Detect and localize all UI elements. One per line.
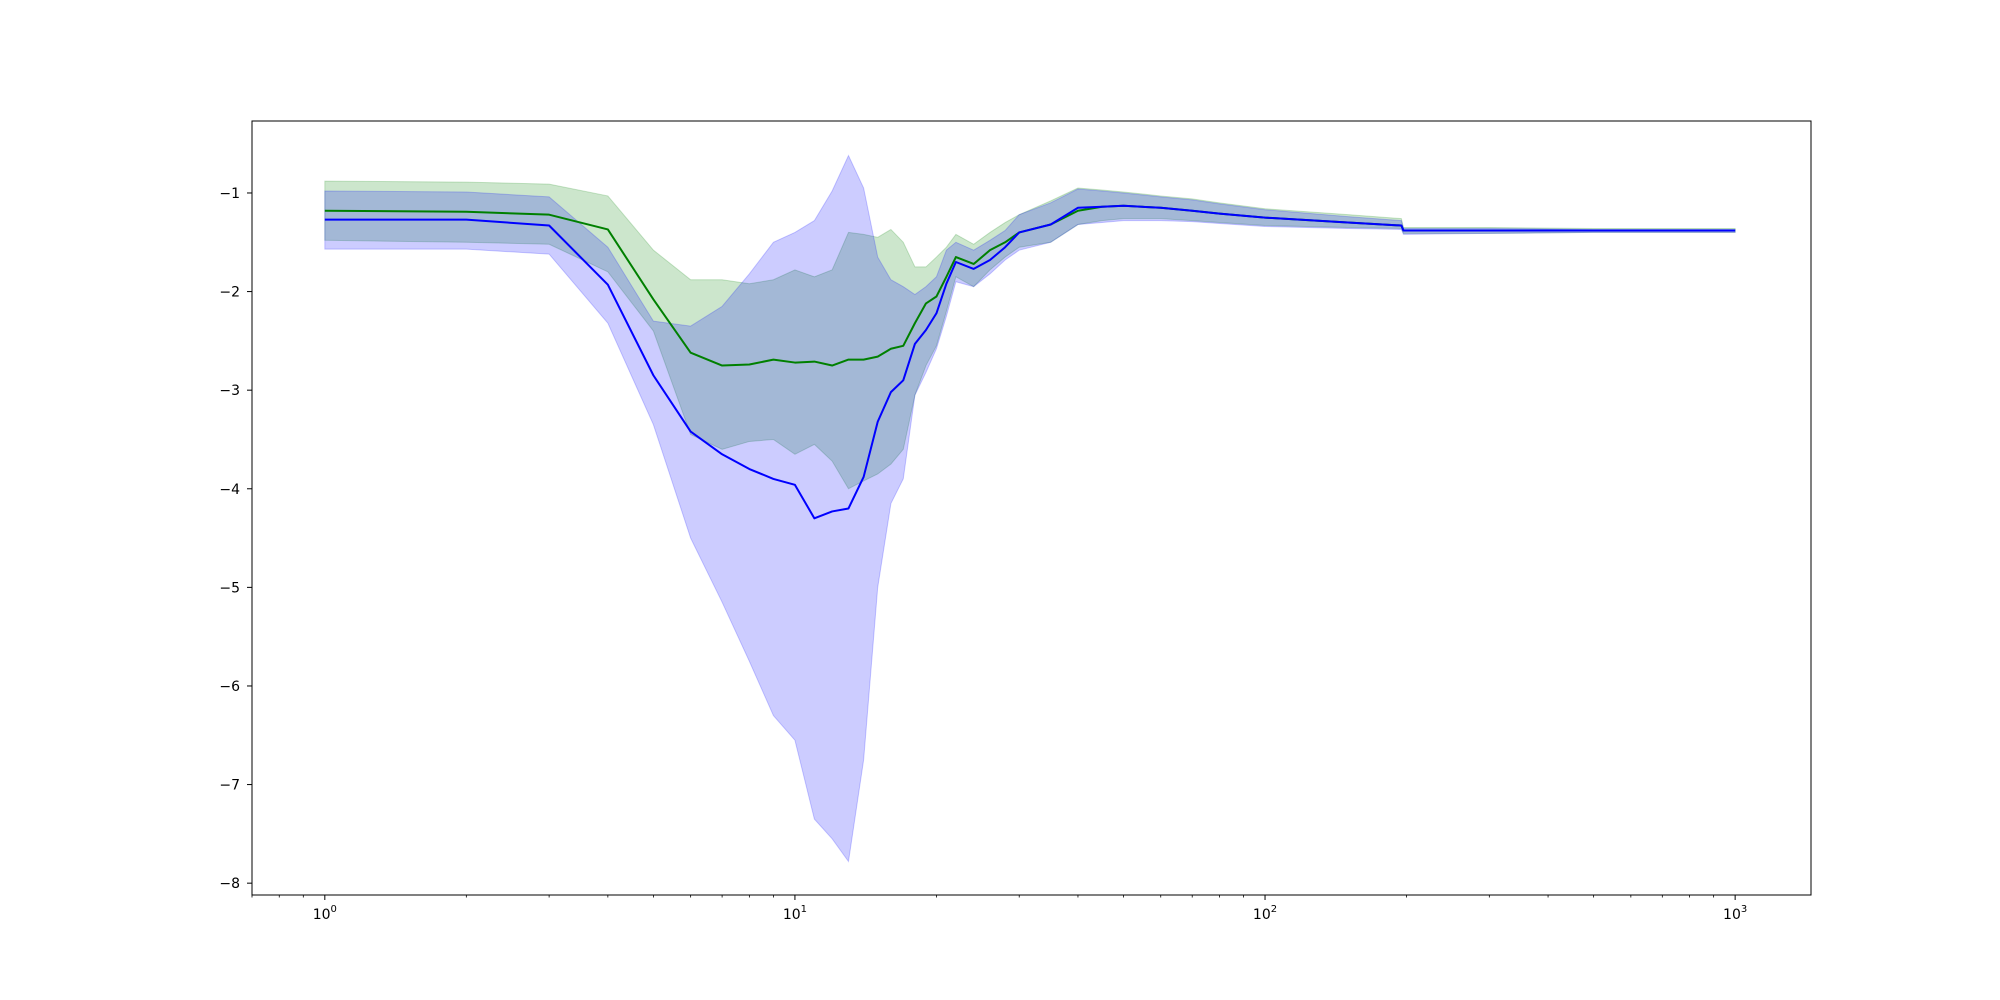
x-axis: 100 101 102 103: [251, 895, 1747, 923]
y-tick-label: −7: [219, 778, 240, 794]
x-tick-label: 103: [1723, 904, 1747, 923]
y-tick-label: −8: [219, 876, 240, 892]
x-tick-label: 100: [313, 904, 337, 923]
y-tick-label: −6: [219, 679, 240, 695]
y-tick-label: −2: [219, 285, 240, 301]
plot-area-frame: [251, 120, 1812, 896]
y-axis: −1 −2 −3 −4 −5 −6 −7 −8: [219, 186, 252, 892]
series-1-line: [324, 204, 1736, 520]
y-tick-label: −1: [219, 186, 240, 202]
x-tick-label: 102: [1253, 904, 1277, 923]
series-lines: [324, 204, 1736, 520]
y-tick-label: −3: [219, 383, 240, 399]
y-tick-label: −5: [219, 580, 240, 596]
x-tick-label: 101: [783, 904, 807, 923]
series-1-band: [324, 154, 1736, 863]
y-tick-label: −4: [219, 482, 240, 498]
